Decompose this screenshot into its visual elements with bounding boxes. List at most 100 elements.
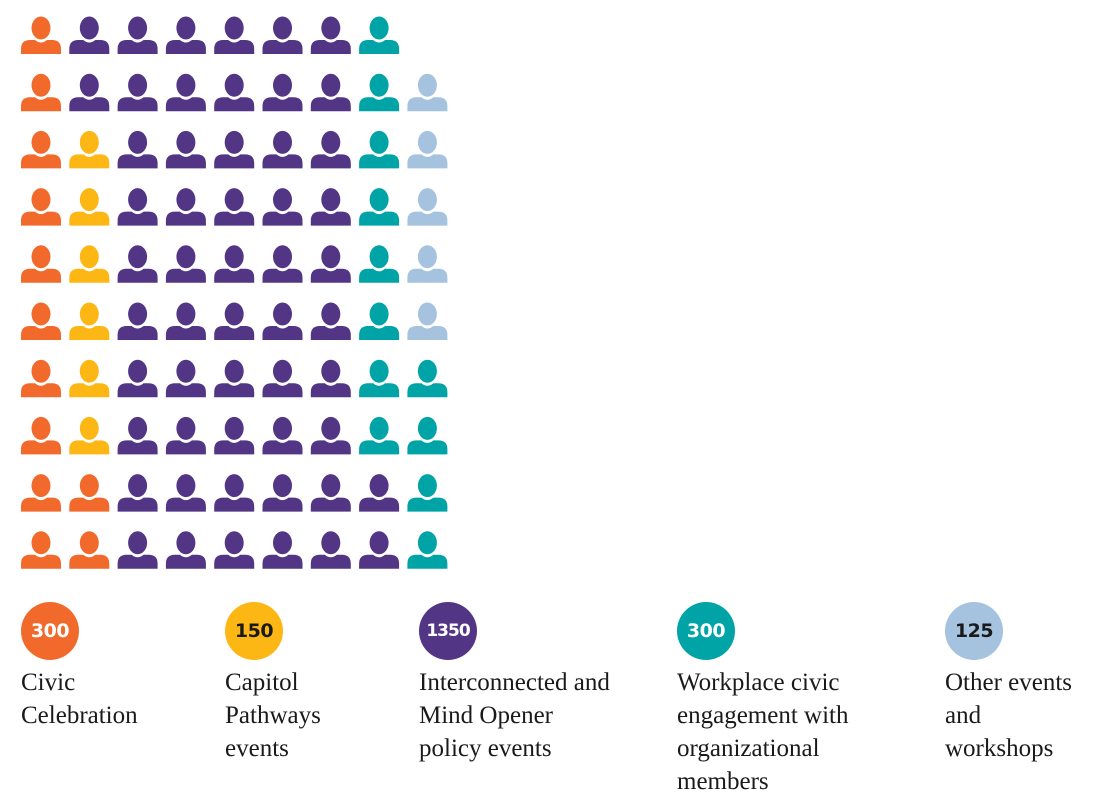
person-icon-capitol-pathways-events xyxy=(69,130,110,169)
person-icon-civic-celebration xyxy=(21,130,61,169)
person-icon-civic-celebration xyxy=(21,73,61,112)
person-icon-interconnected-and-mind-opener-policy-events xyxy=(214,130,255,169)
person-icon-interconnected-and-mind-opener-policy-events xyxy=(165,130,206,169)
person-icon-civic-celebration xyxy=(69,474,110,512)
person-icon-interconnected-and-mind-opener-policy-events xyxy=(69,73,110,112)
person-icon-workplace-civic-engagement-with-organizational-members xyxy=(407,416,448,455)
person-icon-workplace-civic-engagement-with-organizational-members xyxy=(359,130,400,169)
person-icon-workplace-civic-engagement-with-organizational-members xyxy=(359,188,400,226)
person-icon-interconnected-and-mind-opener-policy-events xyxy=(214,16,255,54)
person-icon-interconnected-and-mind-opener-policy-events xyxy=(165,16,206,54)
person-icon-capitol-pathways-events xyxy=(69,188,110,226)
category-label: Workplace civic engagement with organiza… xyxy=(677,669,849,795)
person-icon-interconnected-and-mind-opener-policy-events xyxy=(262,474,303,512)
value-badge: 1350 xyxy=(419,602,477,660)
value-label: 125 xyxy=(954,620,994,642)
category-label: Interconnected and Mind Opener policy ev… xyxy=(419,669,610,762)
person-icon-capitol-pathways-events xyxy=(69,245,110,283)
person-icon-interconnected-and-mind-opener-policy-events xyxy=(310,474,351,512)
person-icon-other-events-and-workshops xyxy=(407,245,448,283)
person-icon-workplace-civic-engagement-with-organizational-members xyxy=(407,359,448,398)
person-icon-interconnected-and-mind-opener-policy-events xyxy=(214,73,255,112)
person-icon-interconnected-and-mind-opener-policy-events xyxy=(262,245,303,283)
person-icon-interconnected-and-mind-opener-policy-events xyxy=(165,188,206,226)
person-icon-interconnected-and-mind-opener-policy-events xyxy=(117,73,158,112)
person-icon-interconnected-and-mind-opener-policy-events xyxy=(214,245,255,283)
category-label: Capitol Pathways events xyxy=(225,669,321,762)
person-icon-interconnected-and-mind-opener-policy-events xyxy=(165,474,206,512)
person-icon-civic-celebration xyxy=(69,531,110,569)
person-icon-capitol-pathways-events xyxy=(69,359,110,398)
person-icon-interconnected-and-mind-opener-policy-events xyxy=(165,73,206,112)
person-icon-interconnected-and-mind-opener-policy-events xyxy=(117,302,158,340)
person-icon-interconnected-and-mind-opener-policy-events xyxy=(262,416,303,455)
person-icon-capitol-pathways-events xyxy=(69,416,110,455)
person-icon-interconnected-and-mind-opener-policy-events xyxy=(117,531,158,569)
person-icon-interconnected-and-mind-opener-policy-events xyxy=(117,245,158,283)
value-badge: 300 xyxy=(21,602,79,660)
person-icon-interconnected-and-mind-opener-policy-events xyxy=(117,130,158,169)
value-label: 300 xyxy=(686,620,726,642)
person-icon-civic-celebration xyxy=(21,245,61,283)
person-icon-interconnected-and-mind-opener-policy-events xyxy=(69,16,110,54)
person-icon-interconnected-and-mind-opener-policy-events xyxy=(310,531,351,569)
person-icon-interconnected-and-mind-opener-policy-events xyxy=(214,359,255,398)
person-icon-interconnected-and-mind-opener-policy-events xyxy=(165,416,206,455)
person-icon-interconnected-and-mind-opener-policy-events xyxy=(262,531,303,569)
person-icon-interconnected-and-mind-opener-policy-events xyxy=(214,416,255,455)
person-icon-interconnected-and-mind-opener-policy-events xyxy=(359,474,400,512)
person-icon-interconnected-and-mind-opener-policy-events xyxy=(310,359,351,398)
person-icon-interconnected-and-mind-opener-policy-events xyxy=(310,188,351,226)
person-icon-interconnected-and-mind-opener-policy-events xyxy=(214,188,255,226)
value-label: 300 xyxy=(30,620,70,642)
person-icon-civic-celebration xyxy=(21,16,61,54)
person-icon-workplace-civic-engagement-with-organizational-members xyxy=(359,302,400,340)
person-icon-interconnected-and-mind-opener-policy-events xyxy=(214,474,255,512)
category-label: Other events and workshops xyxy=(945,669,1073,762)
person-icon-civic-celebration xyxy=(21,531,61,569)
person-icon-interconnected-and-mind-opener-policy-events xyxy=(214,531,255,569)
person-icon-interconnected-and-mind-opener-policy-events xyxy=(165,359,206,398)
person-icon-interconnected-and-mind-opener-policy-events xyxy=(117,416,158,455)
person-icon-interconnected-and-mind-opener-policy-events xyxy=(310,416,351,455)
person-icon-other-events-and-workshops xyxy=(407,188,448,226)
person-icon-civic-celebration xyxy=(21,416,61,455)
person-icon-interconnected-and-mind-opener-policy-events xyxy=(165,245,206,283)
person-icon-workplace-civic-engagement-with-organizational-members xyxy=(407,474,448,512)
person-icon-interconnected-and-mind-opener-policy-events xyxy=(262,188,303,226)
person-icon-interconnected-and-mind-opener-policy-events xyxy=(310,16,351,54)
person-icon-workplace-civic-engagement-with-organizational-members xyxy=(359,359,400,398)
person-icon-civic-celebration xyxy=(21,188,61,226)
person-icon-interconnected-and-mind-opener-policy-events xyxy=(117,474,158,512)
person-icon-workplace-civic-engagement-with-organizational-members xyxy=(359,416,400,455)
person-icon-workplace-civic-engagement-with-organizational-members xyxy=(359,73,400,112)
person-icon-workplace-civic-engagement-with-organizational-members xyxy=(359,16,400,54)
value-label: 1350 xyxy=(426,621,470,641)
value-badge: 150 xyxy=(225,602,283,660)
legend-item-capitol-pathways: 150 Capitol Pathways events xyxy=(225,602,365,765)
person-icon-workplace-civic-engagement-with-organizational-members xyxy=(359,245,400,283)
legend-item-workplace-civic-engagement: 300 Workplace civic engagement with orga… xyxy=(677,602,907,798)
person-icon-interconnected-and-mind-opener-policy-events xyxy=(262,302,303,340)
person-icon-capitol-pathways-events xyxy=(69,302,110,340)
person-icon-interconnected-and-mind-opener-policy-events xyxy=(310,302,351,340)
person-icon-civic-celebration xyxy=(21,359,61,398)
legend-item-interconnected-mind-opener: 1350 Interconnected and Mind Opener poli… xyxy=(419,602,619,765)
person-icon-interconnected-and-mind-opener-policy-events xyxy=(262,359,303,398)
person-icon-interconnected-and-mind-opener-policy-events xyxy=(214,302,255,340)
person-icon-civic-celebration xyxy=(21,302,61,340)
person-icon-other-events-and-workshops xyxy=(407,302,448,340)
person-icon-civic-celebration xyxy=(21,474,61,512)
person-icon-interconnected-and-mind-opener-policy-events xyxy=(262,130,303,169)
person-icon-interconnected-and-mind-opener-policy-events xyxy=(117,16,158,54)
person-icon-interconnected-and-mind-opener-policy-events xyxy=(117,188,158,226)
person-icon-workplace-civic-engagement-with-organizational-members xyxy=(407,531,448,569)
person-icon-interconnected-and-mind-opener-policy-events xyxy=(359,531,400,569)
person-icon-other-events-and-workshops xyxy=(407,73,448,112)
legend-item-other-events: 125 Other events and workshops xyxy=(945,602,1095,765)
category-label: Civic Celebration xyxy=(21,669,138,729)
person-icon-interconnected-and-mind-opener-policy-events xyxy=(310,130,351,169)
person-icon-interconnected-and-mind-opener-policy-events xyxy=(165,531,206,569)
person-icon-interconnected-and-mind-opener-policy-events xyxy=(310,73,351,112)
